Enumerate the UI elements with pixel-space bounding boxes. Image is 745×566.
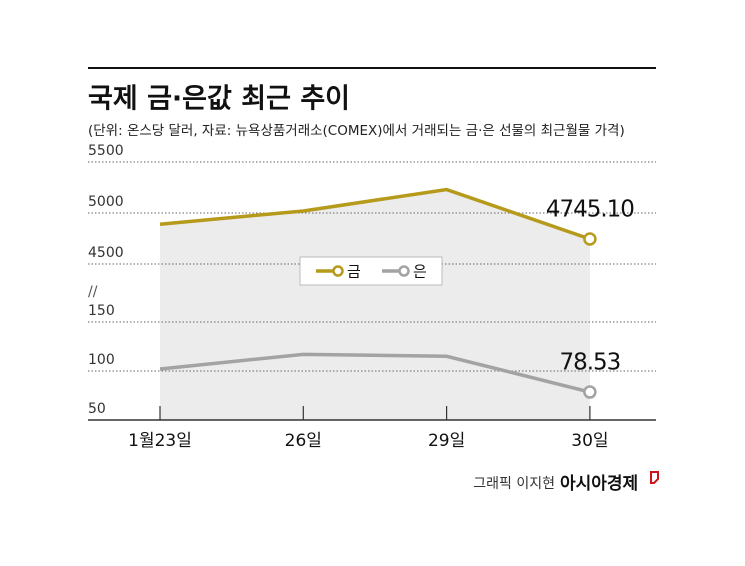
x-tick-label: 26일 — [285, 431, 322, 451]
legend-marker — [332, 265, 344, 277]
y-tick-label: 150 — [88, 303, 115, 319]
x-tick-label: 29일 — [428, 431, 465, 451]
y-tick-label: 4500 — [88, 245, 124, 261]
credit: 그래픽 이지현 — [473, 476, 555, 492]
legend-label: 금 — [347, 263, 361, 281]
y-tick-label: 5000 — [88, 194, 124, 210]
legend-label: 은 — [413, 263, 427, 281]
x-tick-label: 30일 — [571, 431, 608, 451]
brand: 아시아경제 — [560, 474, 638, 494]
brand-logo — [650, 471, 659, 484]
marker — [583, 232, 597, 246]
line — [159, 352, 591, 394]
subtitle: (단위: 온스당 달러, 자료: 뉴욕상품거래소(COMEX)에서 거래되는 금… — [88, 123, 625, 139]
y-tick-label: 50 — [88, 401, 106, 417]
y-tick-label: 5500 — [88, 143, 124, 159]
shaded-area — [160, 189, 590, 420]
y-tick-label: 100 — [88, 352, 115, 368]
chart-title: 국제 금·은값 최근 추이 — [88, 84, 350, 115]
marker — [583, 385, 597, 399]
axis-break: // — [88, 284, 98, 300]
x-tick-label: 1월23일 — [128, 431, 192, 451]
data-label: 78.53 — [559, 350, 620, 376]
line — [159, 187, 591, 241]
legend-marker — [398, 265, 410, 277]
data-label: 4745.10 — [546, 196, 634, 222]
